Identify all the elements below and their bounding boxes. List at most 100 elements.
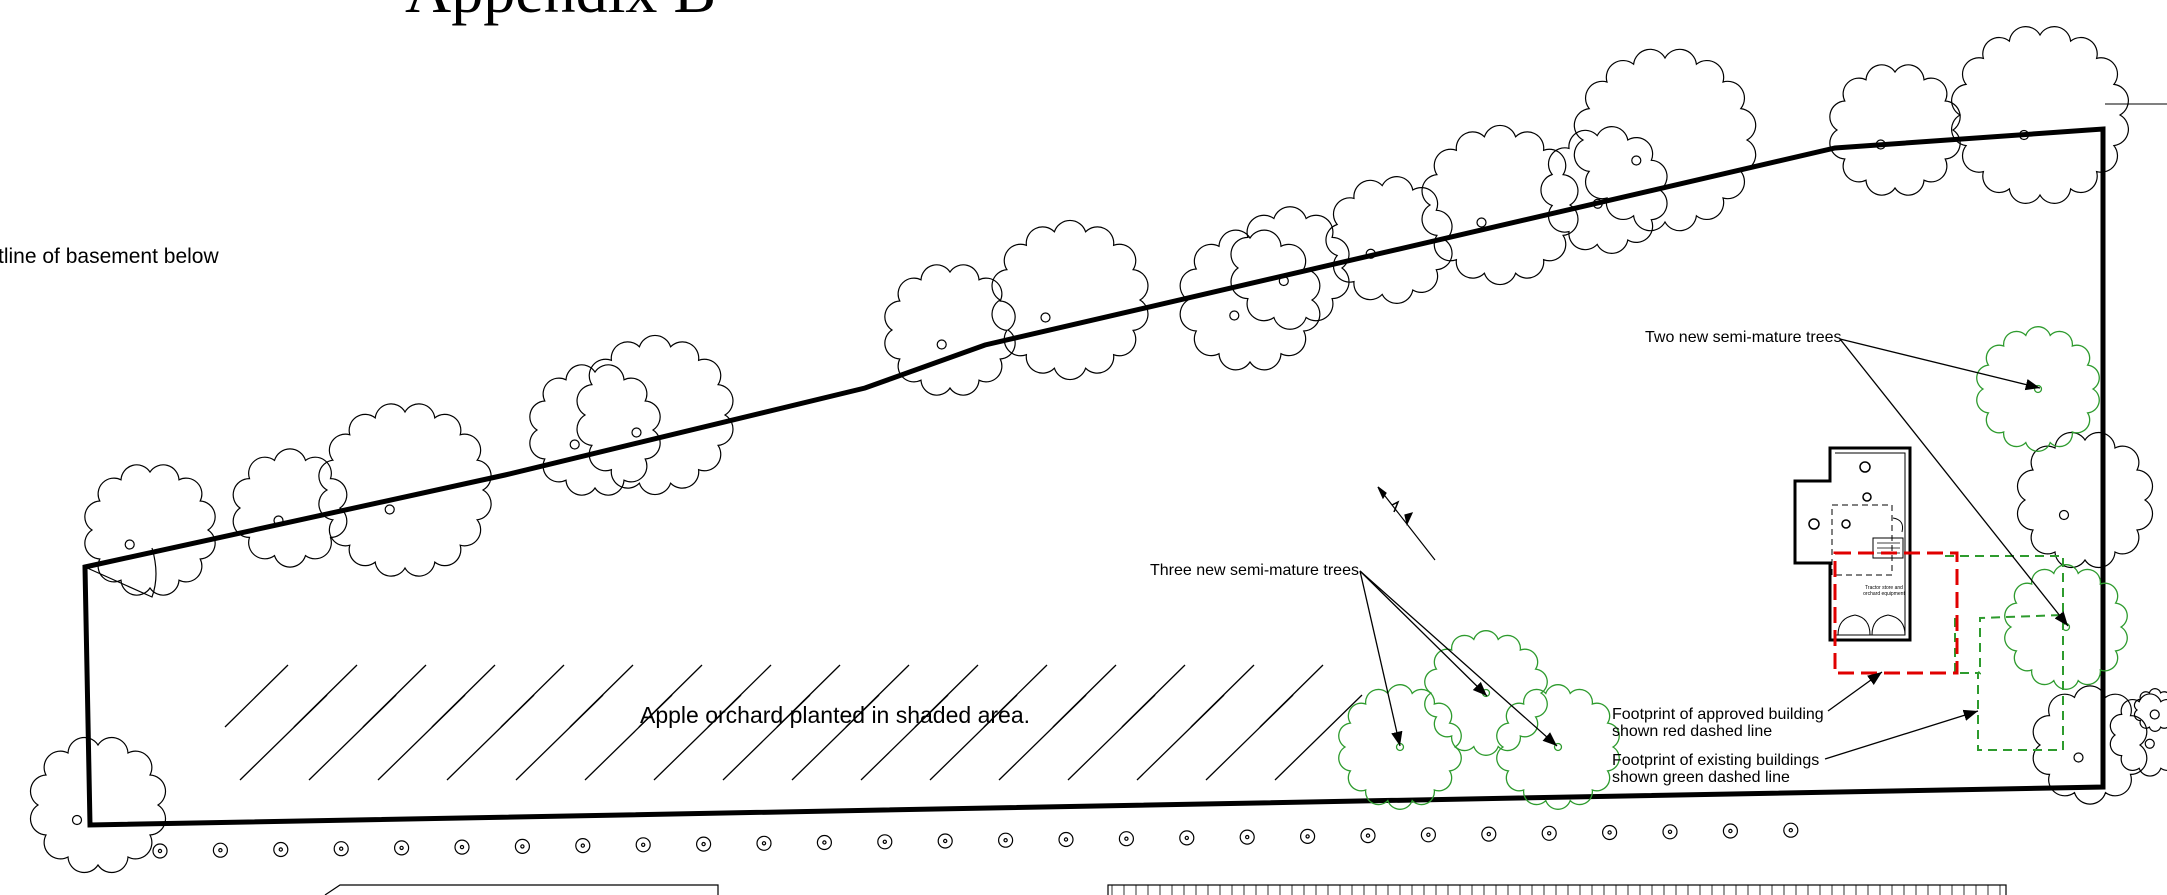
hedge-plant <box>394 840 410 856</box>
existing-tree-canopy <box>1829 64 1961 196</box>
site-boundary <box>82 126 2106 828</box>
existing-tree-canopy <box>232 448 348 568</box>
hedge-plant-centre <box>1788 828 1794 833</box>
existing-tree-canopy <box>318 403 492 577</box>
hedge-plant <box>1058 831 1074 848</box>
building-note-line1: Tractor store and <box>1865 585 1903 591</box>
orchard-hatching <box>224 664 1363 781</box>
hedge-plant-centre <box>399 845 404 851</box>
existing-trees-group <box>29 26 2167 874</box>
gate-swing <box>84 547 157 598</box>
hedge-plant-centre <box>1607 830 1612 835</box>
existing-tree-canopy <box>1951 26 2129 204</box>
existing-tree-trunk <box>1631 155 1642 166</box>
hedge-plant-centre <box>1728 828 1733 834</box>
existing-tree-canopy <box>2032 685 2148 805</box>
north-arrow-icon <box>1377 486 1436 561</box>
approved-building-footprint <box>1833 551 1959 675</box>
existing-tree-canopy <box>2133 688 2167 732</box>
existing-tree-canopy <box>991 219 1149 381</box>
hedge-plant <box>514 838 531 855</box>
existing-tree-canopy <box>1179 229 1321 371</box>
hatch-line <box>1121 664 1186 728</box>
hedge-plant-centre <box>1426 832 1431 838</box>
hatch-line <box>500 664 565 728</box>
hedge-plants <box>152 822 1799 859</box>
hedge-plant-centre <box>339 846 344 851</box>
hatch-line <box>293 664 358 728</box>
existing-tree-canopy <box>529 364 661 496</box>
existing-tree-canopy <box>2109 693 2167 777</box>
hedge-plant <box>333 841 349 857</box>
existing-tree-trunk <box>631 427 642 438</box>
hatch-line <box>983 664 1048 728</box>
existing-tree-canopy <box>1325 176 1453 304</box>
hedge-plant <box>1541 825 1557 841</box>
hedge-plant <box>1783 822 1799 838</box>
hedge-plant-centre <box>641 842 646 848</box>
hatch-line <box>362 664 427 728</box>
scale-bar <box>1111 885 2001 895</box>
existing-tree-trunk <box>2058 509 2070 521</box>
existing-tree-trunk <box>936 339 947 350</box>
hedge-plant-centre <box>701 841 706 847</box>
hedge-plant <box>1481 826 1497 842</box>
existing-tree-trunk <box>569 439 580 450</box>
hedge-plant <box>1662 824 1678 840</box>
hedge-plant-centre <box>218 848 223 853</box>
new-tree-centre <box>1553 742 1563 752</box>
hatch-line <box>569 664 634 728</box>
hatch-line <box>914 664 979 728</box>
hedge-plant-centre <box>1244 834 1250 840</box>
hedge-plant <box>575 837 591 854</box>
hedge-plant <box>635 837 651 853</box>
new-tree-canopy <box>2004 564 2128 690</box>
existing-tree-trunk <box>2073 752 2084 763</box>
hedge-plant-centre <box>1124 836 1129 841</box>
hedge-plant <box>212 842 228 858</box>
hatch-line <box>845 664 910 728</box>
existing-tree-canopy <box>884 264 1016 396</box>
existing-tree-canopy <box>1573 48 1757 232</box>
annotation-leaders <box>1359 338 2069 760</box>
existing-tree-trunk <box>2144 738 2155 749</box>
hedge-plant <box>454 839 470 855</box>
hedge-plant-centre <box>761 841 767 846</box>
hatch-line <box>1052 664 1117 728</box>
hedge-plant <box>1118 831 1135 847</box>
existing-buildings-footprint <box>1945 555 2064 751</box>
orchard-label: Apple orchard planted in shaded area. <box>640 702 1030 728</box>
hedge-plant-centre <box>1305 834 1310 839</box>
hedge-plant <box>1360 827 1376 844</box>
hedge-plant-centre <box>943 838 948 844</box>
hatch-line <box>1190 664 1255 728</box>
existing-tree-trunk <box>1040 312 1051 323</box>
hatch-line <box>1274 694 1363 781</box>
existing-tree-trunk <box>71 814 83 826</box>
two-trees-label: Two new semi-mature trees <box>1645 329 1842 346</box>
hedge-plant <box>816 834 833 851</box>
hedge-plant <box>756 835 772 851</box>
hedge-plant-centre <box>1486 831 1492 837</box>
existing-tree-trunk <box>1229 310 1240 321</box>
hedge-plant <box>1179 830 1195 846</box>
hatch-line <box>431 664 496 728</box>
approved-footprint-label-2: shown red dashed line <box>1612 723 1772 740</box>
hedge-plant <box>1601 824 1618 841</box>
page-title: Appendix B <box>405 0 716 26</box>
building-note-line2: orchard equipment <box>1863 591 1905 597</box>
existing-tree-trunk <box>384 504 395 515</box>
hatch-line <box>1259 664 1324 728</box>
three-trees-label: Three new semi-mature trees <box>1150 562 1359 579</box>
hedge-plant <box>1420 827 1437 843</box>
new-trees-group <box>1338 326 2128 810</box>
existing-tree-trunk <box>2149 709 2160 720</box>
hedge-plant-centre <box>1546 831 1552 836</box>
hedge-plant <box>273 841 289 858</box>
hedge-plant-centre <box>278 847 283 852</box>
hedge-plant-centre <box>459 844 465 850</box>
existing-tree-canopy <box>1230 206 1350 330</box>
hedge-plant-centre <box>1365 833 1371 838</box>
existing-footprint-label-2: shown green dashed line <box>1612 769 1790 786</box>
